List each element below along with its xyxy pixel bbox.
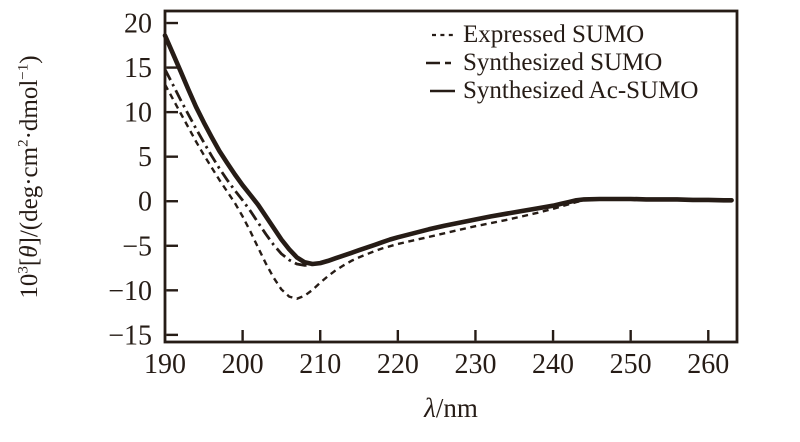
y-tick-label: −5 [122,231,152,262]
curve-synthesized-ac-sumo [162,33,734,267]
series-curves [162,33,734,300]
x-tick-label: 260 [687,349,729,380]
y-tick-label: 10 [124,98,152,129]
x-tick-label: 250 [610,349,652,380]
plot-frame [163,9,739,344]
solid-line-icon [430,89,455,93]
x-tick-label: 240 [532,349,574,380]
legend-item-synthesized-ac-sumo: Synthesized Ac-SUMO [424,77,698,105]
y-tick-label: 5 [138,142,152,173]
y-axis-label-text: 10 [16,273,43,299]
x-tick-label: 190 [144,349,186,380]
y-axis-label: 103[θ]/(deg·cm2·dmol−1) [15,55,43,299]
dash-dot-line-icon [426,61,458,65]
legend-item-expressed-sumo: Expressed SUMO [424,21,698,49]
legend: Expressed SUMO Synthesized SUMO Synthesi… [424,21,698,105]
dashed-line-icon [432,33,453,37]
legend-label: Synthesized SUMO [463,49,663,76]
x-tick-label: 220 [377,349,419,380]
x-tick-label: 200 [222,349,264,380]
y-tick-label: −10 [108,276,152,307]
x-axis: 190 200 210 220 230 240 250 260 [144,330,729,380]
y-tick-label: 0 [138,187,152,218]
legend-label: Expressed SUMO [463,21,645,48]
y-tick-label: −15 [108,320,152,351]
legend-item-synthesized-sumo: Synthesized SUMO [424,49,698,77]
legend-label: Synthesized Ac-SUMO [463,77,699,104]
y-tick-label: 15 [124,53,152,84]
theta-symbol: θ [16,245,43,258]
x-tick-label: 210 [299,349,341,380]
x-axis-label: λ/nm [424,393,478,423]
x-tick-label: 230 [454,349,496,380]
y-axis: 20 15 10 5 0 −5 −10 −15 [108,9,178,351]
y-tick-label: 20 [124,9,152,40]
lambda-symbol: λ [424,393,436,423]
